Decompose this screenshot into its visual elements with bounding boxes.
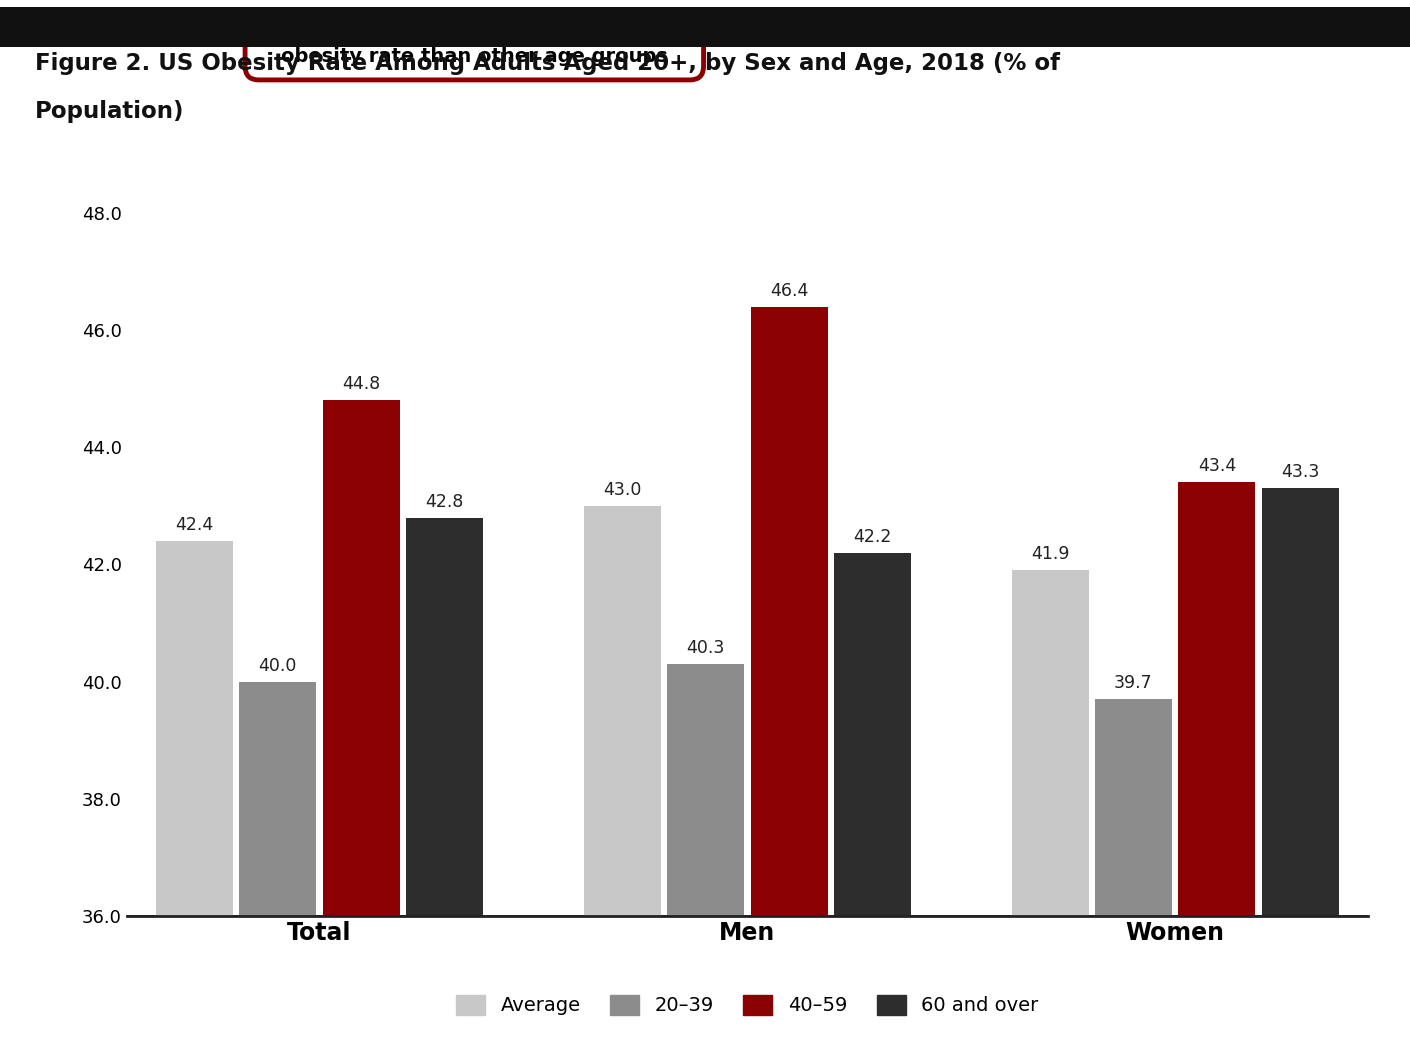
Text: 43.0: 43.0 [603, 481, 642, 499]
Text: 39.7: 39.7 [1114, 675, 1153, 692]
Text: 40.0: 40.0 [258, 657, 298, 675]
Bar [406, 517, 484, 916]
Text: 42.8: 42.8 [426, 492, 464, 510]
Bar [1096, 700, 1172, 916]
Text: 46.4: 46.4 [770, 281, 808, 300]
Bar [833, 553, 911, 916]
Bar [1011, 570, 1089, 916]
Bar [584, 506, 661, 916]
Bar [155, 541, 233, 916]
Text: People aged 40–59 years have a higher
obesity rate than other age groups: People aged 40–59 years have a higher ob… [258, 25, 689, 67]
Bar [750, 307, 828, 916]
Text: 41.9: 41.9 [1031, 545, 1069, 563]
Text: 40.3: 40.3 [687, 639, 725, 657]
Text: 42.4: 42.4 [175, 516, 213, 534]
Bar [323, 401, 399, 916]
Text: 43.4: 43.4 [1197, 457, 1237, 476]
Legend: Average, 20–39, 40–59, 60 and over: Average, 20–39, 40–59, 60 and over [447, 985, 1048, 1025]
Bar [1179, 482, 1255, 916]
Text: 42.2: 42.2 [853, 528, 891, 545]
Bar [1262, 488, 1340, 916]
Bar [667, 664, 744, 916]
Text: Figure 2. US Obesity Rate Among Adults Aged 20+, by Sex and Age, 2018 (% of: Figure 2. US Obesity Rate Among Adults A… [35, 52, 1060, 75]
Text: Population): Population) [35, 100, 185, 123]
Text: 44.8: 44.8 [343, 376, 381, 393]
Bar [240, 682, 316, 916]
Text: 43.3: 43.3 [1282, 463, 1320, 481]
